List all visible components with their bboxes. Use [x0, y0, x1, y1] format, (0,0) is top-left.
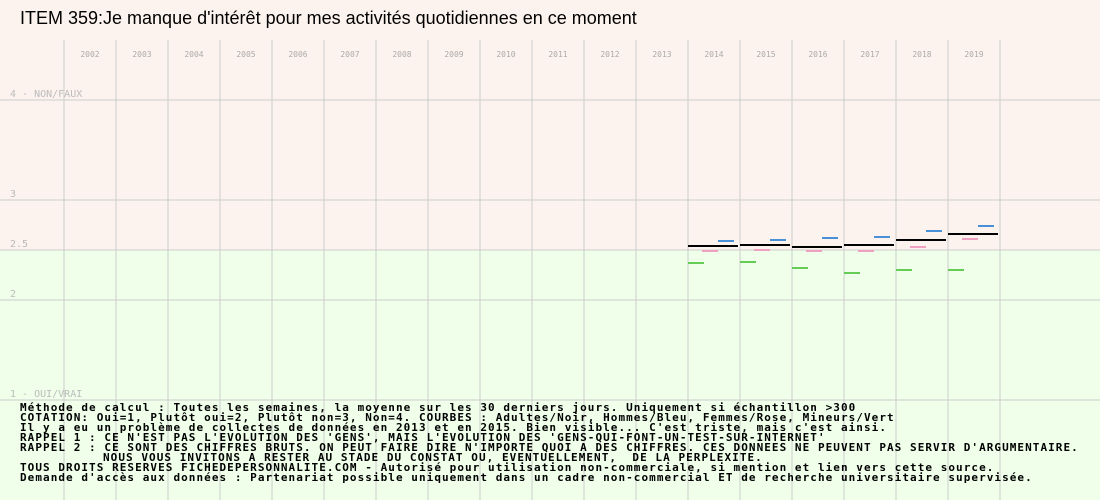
note: Il y a eu un problème de collectes de do… — [20, 421, 887, 434]
x-tick-label: 2015 — [756, 50, 775, 59]
note: TOUS DROITS RESERVES FICHEDEPERSONNALITE… — [20, 461, 994, 474]
x-tick-label: 2004 — [184, 50, 203, 59]
x-tick-label: 2019 — [964, 50, 983, 59]
note: RAPPEL 2 : CE SONT DES CHIFFRES BRUTS. O… — [20, 441, 1079, 454]
x-tick-label: 2014 — [704, 50, 723, 59]
note: Demande d'accès aux données : Partenaria… — [20, 471, 1033, 484]
x-tick-label: 2003 — [132, 50, 151, 59]
x-tick-label: 2018 — [912, 50, 931, 59]
x-tick-label: 2013 — [652, 50, 671, 59]
x-tick-label: 2017 — [860, 50, 879, 59]
note: NOUS VOUS INVITONS A RESTER AU STADE DU … — [103, 451, 763, 464]
x-tick-label: 2011 — [548, 50, 567, 59]
x-tick-label: 2002 — [80, 50, 99, 59]
x-tick-label: 2006 — [288, 50, 307, 59]
x-tick-label: 2010 — [496, 50, 515, 59]
x-tick-label: 2007 — [340, 50, 359, 59]
x-tick-label: 2016 — [808, 50, 827, 59]
y-tick-label: 1 - OUI/VRAI — [10, 389, 82, 400]
y-tick-label: 2 — [10, 289, 16, 300]
x-tick-label: 2009 — [444, 50, 463, 59]
note: COTATION: Oui=1, Plutôt oui=2, Plutôt no… — [20, 411, 895, 424]
y-tick-label: 4 - NON/FAUX — [10, 89, 82, 100]
y-tick-label: 2.5 — [10, 239, 28, 250]
chart-title: ITEM 359:Je manque d'intérêt pour mes ac… — [20, 8, 637, 28]
note: Méthode de calcul : Toutes les semaines,… — [20, 401, 856, 414]
x-tick-label: 2012 — [600, 50, 619, 59]
note: RAPPEL 1 : CE N'EST PAS L'EVOLUTION DES … — [20, 431, 826, 444]
y-tick-label: 3 — [10, 189, 16, 200]
x-tick-label: 2005 — [236, 50, 255, 59]
x-tick-label: 2008 — [392, 50, 411, 59]
